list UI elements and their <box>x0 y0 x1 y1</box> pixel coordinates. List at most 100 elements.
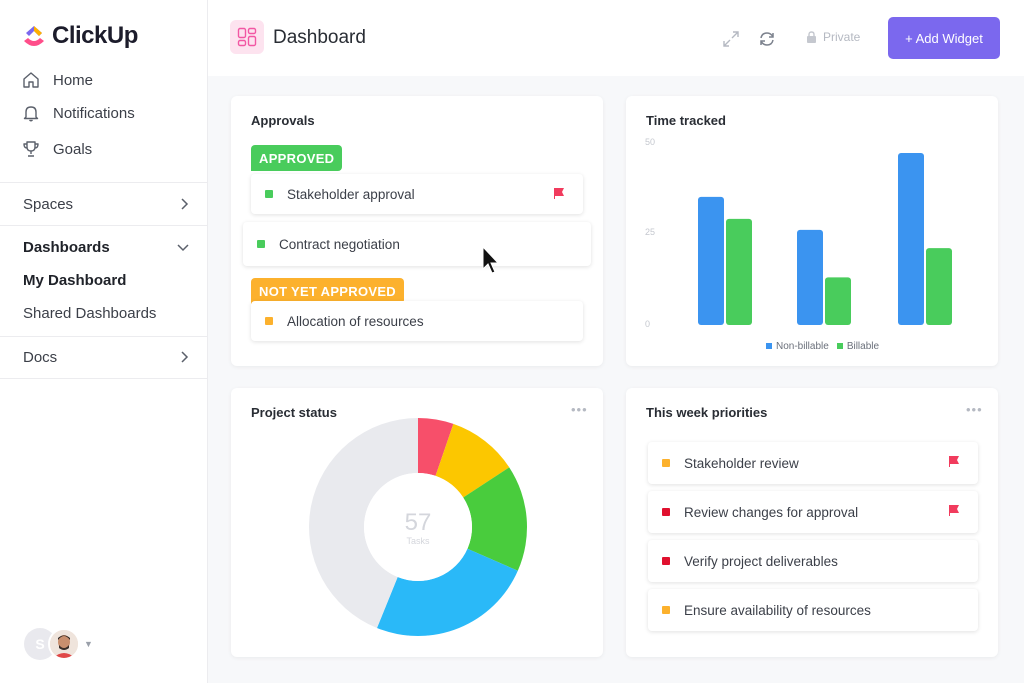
sidebar-item-docs[interactable]: Docs <box>0 336 207 378</box>
refresh-icon[interactable] <box>758 30 776 48</box>
privacy-label: Private <box>823 30 861 44</box>
y-tick-label: 50 <box>645 137 656 147</box>
bar-billable-3[interactable] <box>926 248 952 325</box>
sidebar-divider <box>0 225 207 226</box>
sidebar-item-notifications[interactable]: Notifications <box>22 104 135 122</box>
donut-segment[interactable] <box>309 418 418 628</box>
sidebar-divider <box>0 378 207 379</box>
not-approved-badge: NOT YET APPROVED <box>251 278 404 304</box>
page-header: Dashboard Private + Add Widget <box>208 0 1024 76</box>
y-tick-label: 25 <box>645 227 656 237</box>
widget-title: Project status <box>251 405 337 420</box>
status-dot <box>257 240 265 248</box>
approvals-widget: Approvals APPROVED Stakeholder approval … <box>231 96 603 366</box>
caret-down-icon: ▼ <box>84 639 93 649</box>
task-count: 57 <box>405 509 432 536</box>
time-tracked-widget: Time tracked 50 25 0 Non-billable Billab… <box>626 96 998 366</box>
sidebar-divider <box>0 336 207 337</box>
flag-icon <box>949 456 959 467</box>
app-name: ClickUp <box>52 22 138 49</box>
status-dot <box>265 190 273 198</box>
project-status-donut: 57 Tasks <box>309 418 527 636</box>
bar-non-billable-3[interactable] <box>898 152 924 325</box>
bar-billable-2[interactable] <box>825 277 851 325</box>
add-widget-button[interactable]: + Add Widget <box>888 17 1000 59</box>
task-label: Stakeholder approval <box>287 186 415 202</box>
bell-icon <box>23 106 39 122</box>
sidebar-item-my-dashboard[interactable]: My Dashboard <box>23 272 127 289</box>
priority-label: Verify project deliverables <box>684 553 838 569</box>
bar-billable-1[interactable] <box>726 218 752 325</box>
priority-item[interactable]: Review changes for approval <box>648 491 978 533</box>
dashboard-grid-icon <box>237 27 257 47</box>
sidebar-item-label: Home <box>53 71 94 89</box>
priority-item[interactable]: Ensure availability of resources <box>648 589 978 631</box>
sidebar-item-goals[interactable]: Goals <box>22 140 92 158</box>
task-label: Allocation of resources <box>287 313 424 329</box>
task-label: Contract negotiation <box>279 236 400 252</box>
donut-segment[interactable] <box>435 423 510 498</box>
priority-label: Review changes for approval <box>684 504 859 520</box>
privacy-toggle[interactable]: Private <box>806 30 860 44</box>
trophy-icon <box>23 141 39 157</box>
approved-badge: APPROVED <box>251 145 343 171</box>
legend-item-non-billable: Non-billable <box>766 341 829 352</box>
donut-segment[interactable] <box>463 467 527 571</box>
donut-center <box>364 473 472 581</box>
legend-item-billable: Billable <box>836 341 879 352</box>
chart-legend: Non-billable Billable <box>766 341 879 352</box>
lock-icon <box>807 31 816 43</box>
bar-non-billable-1[interactable] <box>698 196 724 325</box>
approval-task[interactable]: Allocation of resources <box>251 301 583 341</box>
flag-icon <box>554 188 564 199</box>
sidebar: ClickUp Home Notifications Goals Spaces … <box>0 0 208 683</box>
priority-item[interactable]: Stakeholder review <box>648 442 978 484</box>
more-options-icon[interactable]: ••• <box>571 402 588 417</box>
user-photo-icon <box>50 630 78 658</box>
sidebar-item-label: Spaces <box>23 195 74 213</box>
expand-icon[interactable] <box>722 30 740 48</box>
donut-segment[interactable] <box>418 418 454 476</box>
widget-title: Time tracked <box>646 113 726 128</box>
home-icon <box>23 72 39 88</box>
status-dot <box>662 557 670 565</box>
dashboard-icon <box>230 20 264 54</box>
sidebar-item-spaces[interactable]: Spaces <box>0 183 207 225</box>
widget-title: Approvals <box>251 113 315 128</box>
user-menu[interactable]: S ▼ <box>24 628 93 660</box>
sidebar-item-label: Dashboards <box>23 238 110 256</box>
status-dot <box>662 508 670 516</box>
sidebar-item-shared-dashboards[interactable]: Shared Dashboards <box>23 305 157 322</box>
avatar <box>48 628 80 660</box>
clickup-logo[interactable]: ClickUp <box>22 22 138 50</box>
status-dot <box>662 459 670 467</box>
status-dot <box>662 606 670 614</box>
priority-label: Ensure availability of resources <box>684 602 871 618</box>
sidebar-item-label: Notifications <box>53 104 135 122</box>
sidebar-item-dashboards[interactable]: Dashboards <box>0 226 207 268</box>
priorities-widget: This week priorities ••• Stakeholder rev… <box>626 388 998 657</box>
approval-task[interactable]: Stakeholder approval <box>251 174 583 214</box>
status-dot <box>265 317 273 325</box>
approval-task[interactable]: Contract negotiation <box>243 222 591 266</box>
clickup-logo-icon <box>24 26 44 46</box>
priority-label: Stakeholder review <box>684 455 799 471</box>
widget-title: This week priorities <box>646 405 768 420</box>
donut-segment[interactable] <box>376 548 518 636</box>
chevron-down-icon <box>177 244 189 252</box>
priority-item[interactable]: Verify project deliverables <box>648 540 978 582</box>
sidebar-item-label: Goals <box>53 140 93 158</box>
time-tracked-chart <box>698 152 952 325</box>
chevron-right-icon <box>181 351 189 363</box>
project-status-widget: Project status ••• 57 Tasks <box>231 388 603 657</box>
more-options-icon[interactable]: ••• <box>966 402 983 417</box>
task-count-label: Tasks <box>406 536 430 546</box>
bar-non-billable-2[interactable] <box>797 229 823 325</box>
sidebar-item-label: Docs <box>23 348 58 366</box>
sidebar-divider <box>0 182 207 183</box>
flag-icon <box>949 505 959 516</box>
sidebar-item-home[interactable]: Home <box>22 71 93 89</box>
mouse-cursor-icon <box>482 245 500 274</box>
chevron-right-icon <box>181 198 189 210</box>
y-tick-label: 0 <box>645 319 651 329</box>
